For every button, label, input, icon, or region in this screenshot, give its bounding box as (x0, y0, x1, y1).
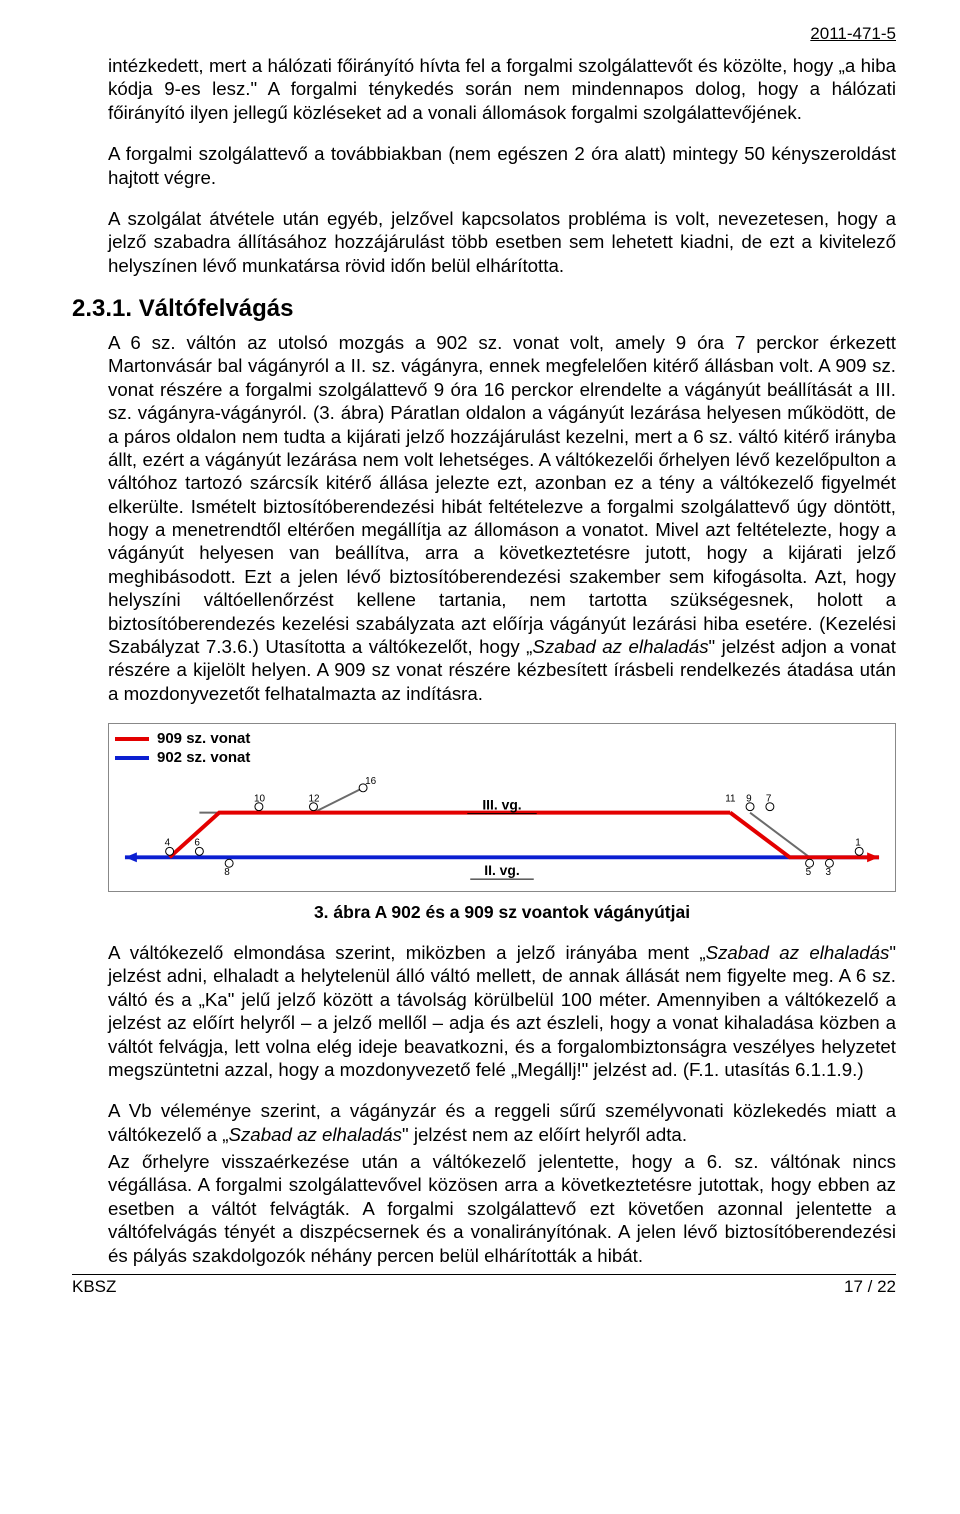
paragraph-emphasis: Szabad az elhaladás (532, 636, 708, 657)
paragraph: intézkedett, mert a hálózati főirányító … (108, 54, 896, 124)
svg-text:16: 16 (365, 776, 377, 787)
arrow-909-right (867, 852, 879, 862)
label-vg2: II. vg. (484, 862, 519, 878)
paragraph: A Vb véleménye szerint, a vágányzár és a… (108, 1099, 896, 1146)
paragraph: A váltókezelő elmondása szerint, miközbe… (108, 941, 896, 1081)
paragraph: A szolgálat átvétele után egyéb, jelzőve… (108, 207, 896, 277)
paragraph-text: " jelzést nem az előírt helyről adta. (402, 1124, 687, 1145)
track-diagram-svg: 4 6 10 12 16 8 11 9 7 5 3 1 III. vg. II.… (115, 768, 889, 885)
svg-text:5: 5 (806, 867, 812, 878)
svg-text:6: 6 (194, 837, 200, 848)
legend-label: 902 sz. vonat (157, 749, 250, 766)
svg-text:3: 3 (825, 867, 831, 878)
svg-text:10: 10 (254, 794, 266, 805)
paragraph: Az őrhelyre visszaérkezése után a váltók… (108, 1150, 896, 1267)
legend-swatch-909 (115, 737, 149, 741)
paragraph-text: A váltókezelő elmondása szerint, miközbe… (108, 942, 706, 963)
legend-item-902: 902 sz. vonat (115, 749, 889, 766)
svg-text:11: 11 (725, 794, 736, 805)
figure-caption: 3. ábra A 902 és a 909 sz voantok vágány… (108, 902, 896, 923)
paragraph-text: A 6 sz. váltón az utolsó mozgás a 902 sz… (108, 332, 896, 657)
paragraph: A 6 sz. váltón az utolsó mozgás a 902 sz… (108, 331, 896, 705)
section-heading: 2.3.1. Váltófelvágás (72, 295, 896, 323)
footer-left: KBSZ (72, 1277, 116, 1297)
arrow-902-left (125, 852, 137, 862)
paragraph: A forgalmi szolgálattevő a továbbiakban … (108, 142, 896, 189)
legend-swatch-902 (115, 756, 149, 760)
document-page: 2011-471-5 intézkedett, mert a hálózati … (0, 0, 960, 1514)
case-reference: 2011-471-5 (72, 24, 896, 44)
track-branch-16 (313, 788, 363, 813)
track-diagram-figure: 909 sz. vonat 902 sz. vonat (108, 723, 896, 892)
paragraph-emphasis: Szabad az elhaladás (706, 942, 890, 963)
paragraph-emphasis: Szabad az elhaladás (229, 1124, 403, 1145)
page-footer: KBSZ 17 / 22 (72, 1274, 896, 1297)
svg-text:4: 4 (165, 837, 171, 848)
route-909-upper (170, 813, 731, 858)
svg-text:8: 8 (224, 867, 230, 878)
legend-label: 909 sz. vonat (157, 730, 250, 747)
footer-right: 17 / 22 (844, 1277, 896, 1297)
svg-text:9: 9 (746, 794, 752, 805)
label-vg3: III. vg. (482, 797, 521, 813)
svg-text:12: 12 (309, 794, 321, 805)
svg-text:7: 7 (766, 794, 772, 805)
legend-item-909: 909 sz. vonat (115, 730, 889, 747)
svg-text:1: 1 (855, 837, 861, 848)
